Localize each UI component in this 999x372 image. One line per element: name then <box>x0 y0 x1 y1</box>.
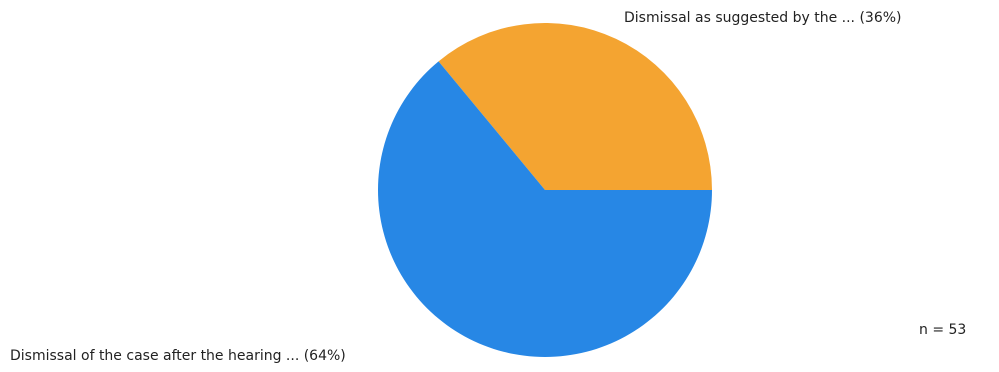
sample-size-note: n = 53 <box>919 322 967 338</box>
pie-slice-dismissal-after-hearing <box>378 61 712 358</box>
pie-slice-dismissal-suggested <box>438 23 712 190</box>
slice-label-dismissal-suggested: Dismissal as suggested by the ... (36%) <box>624 10 902 26</box>
slice-label-dismissal-after-hearing: Dismissal of the case after the hearing … <box>10 348 346 364</box>
